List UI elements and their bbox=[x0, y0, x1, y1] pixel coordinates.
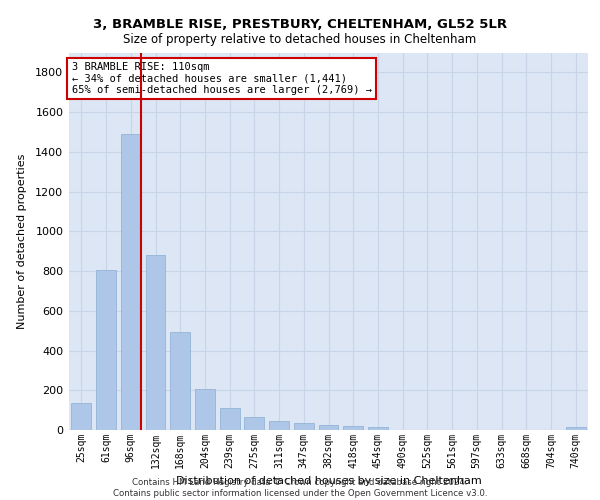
Text: 3 BRAMBLE RISE: 110sqm
← 34% of detached houses are smaller (1,441)
65% of semi-: 3 BRAMBLE RISE: 110sqm ← 34% of detached… bbox=[71, 62, 371, 95]
Bar bbox=[121, 134, 140, 430]
Text: Size of property relative to detached houses in Cheltenham: Size of property relative to detached ho… bbox=[124, 32, 476, 46]
Bar bbox=[220, 408, 239, 430]
Bar bbox=[343, 426, 363, 430]
Bar bbox=[294, 423, 314, 430]
Bar bbox=[195, 390, 215, 430]
X-axis label: Distribution of detached houses by size in Cheltenham: Distribution of detached houses by size … bbox=[176, 476, 481, 486]
Bar bbox=[96, 270, 116, 430]
Bar bbox=[146, 255, 166, 430]
Bar bbox=[170, 332, 190, 430]
Bar bbox=[319, 425, 338, 430]
Bar bbox=[368, 427, 388, 430]
Bar bbox=[71, 403, 91, 430]
Bar bbox=[244, 417, 264, 430]
Text: Contains HM Land Registry data © Crown copyright and database right 2024.
Contai: Contains HM Land Registry data © Crown c… bbox=[113, 478, 487, 498]
Bar bbox=[566, 427, 586, 430]
Text: 3, BRAMBLE RISE, PRESTBURY, CHELTENHAM, GL52 5LR: 3, BRAMBLE RISE, PRESTBURY, CHELTENHAM, … bbox=[93, 18, 507, 30]
Bar bbox=[269, 421, 289, 430]
Y-axis label: Number of detached properties: Number of detached properties bbox=[17, 154, 27, 329]
